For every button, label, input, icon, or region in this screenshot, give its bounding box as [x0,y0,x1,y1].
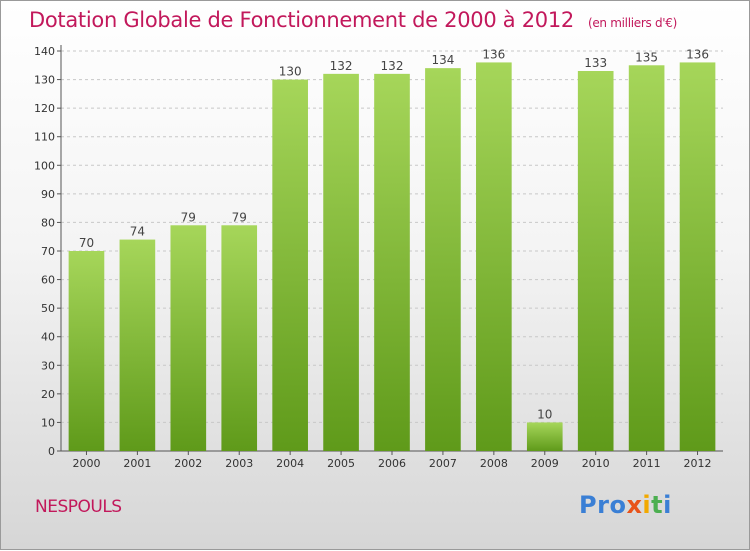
y-tick-label: 0 [48,445,55,458]
proxiti-logo: Proxiti [579,491,672,519]
x-tick-label-2009: 2009 [531,457,559,470]
bar-2000 [68,251,105,451]
bar-2012 [679,62,716,452]
logo-letter: x [626,491,643,519]
chart-title: Dotation Globale de Fonctionnement de 20… [29,8,677,32]
bar-2009 [526,422,563,451]
bar-2010 [577,71,614,451]
x-tick-label-2008: 2008 [480,457,508,470]
y-tick-label: 140 [34,45,55,58]
x-tick-label-2007: 2007 [429,457,457,470]
bar-2004 [272,79,308,452]
data-label-2012: 136 [686,47,709,61]
data-label-2004: 130 [279,65,302,79]
y-tick-label: 40 [41,331,55,344]
y-tick-label: 80 [41,216,55,229]
logo-letter: t [651,491,664,519]
y-tick-label: 120 [34,102,55,115]
commune-name: NESPOULS [35,497,122,517]
x-tick-label-2000: 2000 [72,457,100,470]
bar-2007 [425,68,461,452]
logo-letter: i [663,491,672,519]
data-label-2006: 132 [381,59,404,73]
x-tick-label-2011: 2011 [633,457,661,470]
y-tick-label: 110 [34,131,55,144]
y-tick-label: 60 [41,274,55,287]
x-tick-label-2005: 2005 [327,457,355,470]
logo-letter: P [579,491,598,519]
data-label-2010: 133 [584,56,607,70]
bar-2003 [221,225,258,451]
data-label-2005: 132 [330,59,353,73]
x-tick-label-2012: 2012 [684,457,712,470]
data-label-2003: 79 [232,210,247,224]
logo-letter: i [642,491,652,519]
data-label-2000: 70 [79,236,94,250]
bar-2006 [374,73,410,451]
y-tick-label: 50 [41,302,55,315]
bar-2002 [170,225,207,451]
y-tick-label: 30 [41,359,55,372]
x-tick-label-2006: 2006 [378,457,406,470]
data-label-2011: 135 [635,50,658,64]
x-tick-label-2004: 2004 [276,457,304,470]
x-tick-label-2001: 2001 [123,457,151,470]
y-tick-label: 130 [34,74,55,87]
x-tick-label-2010: 2010 [582,457,610,470]
y-tick-label: 100 [34,159,55,172]
data-label-2002: 79 [181,210,196,224]
x-tick-label-2003: 2003 [225,457,253,470]
data-label-2008: 136 [482,47,505,61]
logo-letter: o [609,491,627,519]
y-tick-label: 10 [41,416,55,429]
chart-unit: (en milliers d'€) [587,16,677,30]
logo-letter: r [597,491,610,519]
chart-title-text: Dotation Globale de Fonctionnement de 20… [29,8,574,32]
data-label-2007: 134 [431,53,454,67]
x-tick-label-2002: 2002 [174,457,202,470]
data-label-2001: 74 [130,225,145,239]
bar-2005 [323,73,359,451]
y-tick-label: 20 [41,388,55,401]
data-label-2009: 10 [537,407,552,421]
bar-2001 [119,239,156,451]
y-tick-label: 70 [41,245,55,258]
y-tick-label: 90 [41,188,55,201]
bar-2008 [476,62,512,452]
bar-2011 [628,65,665,452]
